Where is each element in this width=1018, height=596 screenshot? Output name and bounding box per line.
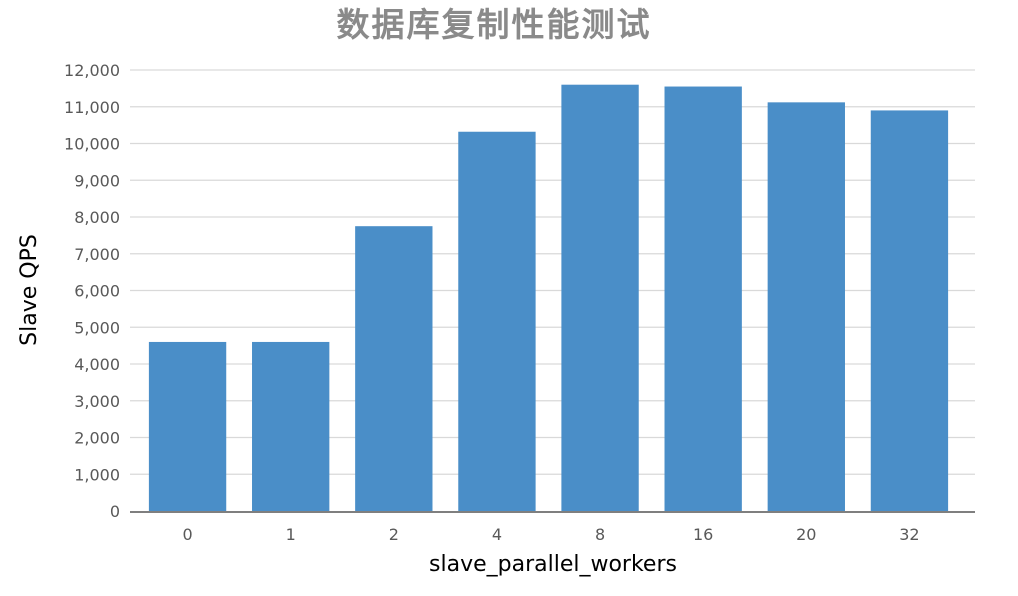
bar — [148, 341, 227, 511]
y-tick-label: 12,000 — [64, 61, 120, 80]
y-tick-label: 9,000 — [74, 171, 120, 190]
x-tick-label: 20 — [796, 525, 816, 544]
bar — [767, 102, 845, 511]
y-tick-label: 5,000 — [74, 318, 120, 337]
bar — [664, 86, 742, 511]
bar — [561, 84, 639, 511]
bars — [148, 84, 949, 512]
x-tick-label: 4 — [492, 525, 502, 544]
x-tick-label: 1 — [286, 525, 296, 544]
y-tick-label: 4,000 — [74, 355, 120, 374]
x-tick-label: 0 — [182, 525, 192, 544]
y-tick-label: 10,000 — [64, 135, 120, 154]
y-tick-label: 11,000 — [64, 98, 120, 117]
y-tick-label: 7,000 — [74, 245, 120, 264]
x-axis-tick-labels: 0 1 2 4 8 16 20 32 — [182, 525, 919, 544]
y-tick-label: 8,000 — [74, 208, 120, 227]
x-tick-label: 32 — [899, 525, 919, 544]
y-axis-title: Slave QPS — [17, 234, 42, 346]
x-tick-label: 8 — [595, 525, 605, 544]
bar — [870, 110, 949, 512]
y-tick-label: 6,000 — [74, 282, 120, 301]
x-tick-label: 16 — [693, 525, 713, 544]
chart-title: 数据库复制性能测试 — [337, 5, 652, 44]
y-tick-label: 1,000 — [74, 465, 120, 484]
bar — [355, 226, 433, 511]
y-tick-label: 3,000 — [74, 392, 120, 411]
x-tick-label: 2 — [389, 525, 399, 544]
x-axis-title: slave_parallel_workers — [429, 552, 677, 577]
y-axis-tick-labels: 0 1,000 2,000 3,000 4,000 5,000 6,000 7,000 8,00… — [64, 61, 120, 521]
y-tick-label: 2,000 — [74, 429, 120, 448]
bar — [458, 131, 536, 512]
bar — [252, 341, 330, 511]
y-tick-label: 0 — [110, 502, 120, 521]
